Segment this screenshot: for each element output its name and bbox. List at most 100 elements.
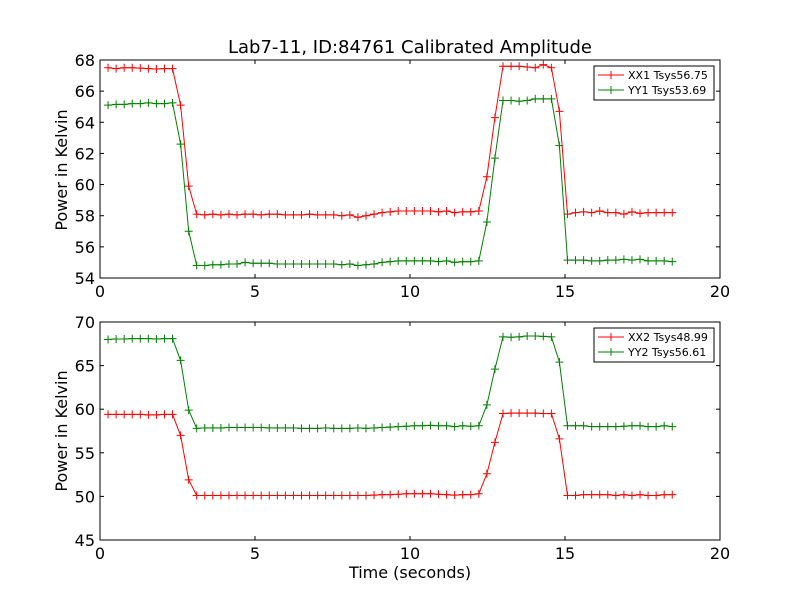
bottom-data-point-yy2	[644, 422, 653, 431]
top-data-point-xx1	[652, 208, 661, 217]
bottom-data-point-yy2	[402, 422, 411, 431]
top-data-point-xx1	[345, 210, 354, 219]
top-data-point-yy1	[160, 99, 169, 108]
top-data-point-yy1	[192, 261, 201, 270]
bottom-data-point-xx2	[184, 475, 193, 484]
top-data-point-xx1	[233, 210, 242, 219]
bottom-data-point-xx2	[652, 491, 661, 500]
top-data-point-yy1	[200, 261, 209, 270]
top-data-point-yy1	[112, 100, 121, 109]
bottom-data-point-xx2	[273, 491, 282, 500]
bottom-data-point-yy2	[160, 334, 169, 343]
top-data-point-yy1	[233, 259, 242, 268]
bottom-data-point-xx2	[636, 490, 645, 499]
bottom-data-point-yy2	[168, 334, 177, 343]
bottom-data-point-yy2	[216, 423, 225, 432]
bottom-data-point-yy2	[224, 423, 233, 432]
top-data-point-yy1	[482, 217, 491, 226]
top-data-point-xx1	[224, 210, 233, 219]
top-data-point-yy1	[619, 255, 628, 264]
top-data-point-xx1	[450, 208, 459, 217]
bottom-data-point-xx2	[224, 491, 233, 500]
bottom-data-point-yy2	[345, 424, 354, 433]
top-data-point-xx1	[539, 60, 548, 69]
bottom-tick-layer: 0 5 10 15 20 45 50 55 60 65 70	[75, 313, 731, 563]
top-data-point-yy1	[523, 96, 532, 105]
bottom-data-point-yy2	[361, 424, 370, 433]
top-data-point-xx1	[208, 210, 217, 219]
bottom-data-point-yy2	[410, 421, 419, 430]
top-data-point-xx1	[257, 210, 266, 219]
top-legend-marker-xx1	[607, 71, 615, 79]
bottom-data-point-yy2	[515, 332, 524, 341]
bottom-data-point-yy2	[200, 423, 209, 432]
bottom-data-point-xx2	[434, 490, 443, 499]
bottom-data-point-xx2	[265, 491, 274, 500]
bottom-data-point-yy2	[499, 332, 507, 341]
top-data-point-xx1	[128, 63, 137, 72]
top-data-point-yy1	[281, 259, 290, 268]
bottom-data-point-xx2	[619, 490, 628, 499]
top-data-point-xx1	[265, 210, 274, 219]
top-data-point-xx1	[273, 210, 282, 219]
bottom-data-point-xx2	[442, 490, 451, 499]
bottom-data-point-yy2	[547, 332, 556, 341]
bottom-data-point-xx2	[120, 410, 129, 419]
top-data-point-xx1	[466, 207, 475, 216]
top-legend-box	[593, 65, 715, 101]
bottom-data-point-xx2	[378, 490, 387, 499]
bottom-data-point-yy2	[305, 424, 314, 433]
top-data-point-yy1	[337, 260, 346, 269]
bottom-data-point-yy2	[426, 421, 435, 430]
bottom-data-point-yy2	[523, 331, 532, 340]
top-data-point-xx1	[644, 208, 653, 217]
bottom-data-point-yy2	[273, 423, 282, 432]
top-data-point-xx1	[563, 210, 572, 219]
top-legend: XX1 Tsys56.75 YY1 Tsys53.69	[593, 65, 715, 101]
top-data-point-xx1	[611, 208, 620, 217]
bottom-legend-label-xx2: XX2 Tsys48.99	[628, 331, 708, 344]
top-data-point-xx1	[168, 64, 177, 73]
top-data-point-yy1	[434, 257, 443, 266]
bottom-data-point-xx2	[192, 491, 201, 500]
top-data-point-yy1	[515, 97, 524, 106]
top-data-point-xx1	[192, 210, 201, 219]
top-data-point-yy1	[611, 256, 620, 265]
bottom-data-point-xx2	[216, 491, 225, 500]
bottom-y-tick-label: 45	[75, 531, 95, 550]
top-y-tick-label: 56	[75, 238, 95, 257]
bottom-data-point-xx2	[337, 491, 346, 500]
bottom-data-point-xx2	[595, 490, 604, 499]
bottom-data-point-xx2	[587, 490, 596, 499]
bottom-data-point-xx2	[611, 491, 620, 500]
bottom-data-point-xx2	[241, 491, 250, 500]
bottom-data-point-xx2	[313, 491, 322, 500]
bottom-data-point-xx2	[450, 491, 459, 500]
top-data-point-yy1	[563, 256, 572, 265]
bottom-data-point-xx2	[579, 490, 588, 499]
top-y-tick-label: 60	[75, 176, 95, 195]
top-data-point-yy1	[426, 256, 435, 265]
bottom-data-point-yy2	[378, 423, 387, 432]
bottom-data-point-yy2	[370, 423, 379, 432]
top-data-point-xx1	[660, 208, 669, 217]
bottom-series-layer	[104, 331, 677, 500]
top-data-point-yy1	[144, 98, 153, 107]
top-data-point-xx1	[595, 207, 604, 216]
top-data-point-xx1	[297, 210, 306, 219]
bottom-data-point-yy2	[563, 421, 572, 430]
bottom-data-point-xx2	[249, 491, 258, 500]
top-data-point-xx1	[418, 207, 427, 216]
bottom-y-tick-label: 70	[75, 313, 95, 332]
top-data-point-yy1	[386, 257, 395, 266]
top-data-point-yy1	[345, 259, 354, 268]
bottom-legend: XX2 Tsys48.99 YY2 Tsys56.61	[593, 327, 715, 363]
top-data-point-xx1	[176, 101, 185, 110]
top-data-point-yy1	[418, 256, 427, 265]
top-data-point-xx1	[531, 63, 540, 72]
top-y-tick-label: 62	[75, 144, 95, 163]
top-data-point-yy1	[442, 256, 451, 265]
bottom-data-point-yy2	[313, 424, 322, 433]
top-data-point-yy1	[297, 259, 306, 268]
top-data-point-xx1	[603, 208, 612, 217]
